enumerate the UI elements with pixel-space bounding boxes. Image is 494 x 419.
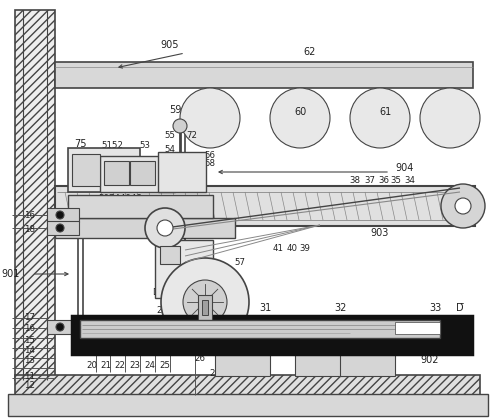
Text: 24: 24 [145,360,156,370]
Text: 50744948: 50744948 [98,194,142,202]
Text: 58: 58 [205,158,215,168]
Text: 30: 30 [222,293,234,303]
Text: 903: 903 [371,228,389,238]
Text: 17: 17 [24,313,35,321]
Text: 60: 60 [294,107,306,117]
Text: A: A [182,238,188,246]
Text: 76 A: 76 A [168,196,188,204]
Circle shape [145,208,185,248]
Text: 28: 28 [157,305,167,315]
Bar [55,218,235,238]
Bar [340,354,395,376]
Text: 40: 40 [287,243,297,253]
Circle shape [180,88,240,148]
Text: 41: 41 [273,243,284,253]
Text: 20: 20 [86,360,97,370]
Circle shape [161,258,249,346]
Circle shape [173,119,187,133]
Text: 55: 55 [165,130,175,140]
Text: 53: 53 [139,140,151,150]
Text: 5152: 5152 [101,140,123,150]
Bar [15,375,480,407]
Text: 901: 901 [1,269,20,279]
Bar [15,10,55,380]
Bar [198,295,212,323]
Text: 75: 75 [74,139,86,149]
Bar [160,246,180,264]
Text: 21: 21 [100,360,112,370]
Bar [68,195,213,218]
Bar [202,300,208,315]
Text: 59: 59 [169,105,181,115]
Circle shape [56,224,64,232]
Bar [55,62,473,88]
Bar [104,161,129,185]
Text: 14: 14 [24,346,35,354]
Bar [130,161,155,185]
Text: 32: 32 [334,303,346,313]
Bar [55,186,475,226]
Bar [395,322,440,334]
Circle shape [56,323,64,331]
Text: 27: 27 [209,368,220,378]
Text: B: B [171,273,178,283]
Text: 34: 34 [405,176,415,184]
Text: 13: 13 [24,355,35,365]
Text: 12: 12 [24,380,35,390]
Text: 36: 36 [378,176,389,184]
Text: 38: 38 [349,176,361,184]
Bar [215,354,270,376]
Text: 11: 11 [24,372,35,380]
Bar [155,240,213,298]
Text: D: D [152,287,158,297]
Text: 902: 902 [421,355,439,365]
Bar [72,316,472,354]
Text: 54: 54 [165,145,175,153]
Bar [80,320,440,338]
Bar [47,221,79,235]
Text: 31: 31 [259,303,271,313]
Bar [68,148,140,192]
Bar [295,354,350,376]
Text: 72: 72 [187,130,198,140]
Bar [72,154,100,186]
Text: 23: 23 [129,360,140,370]
Circle shape [56,211,64,219]
Text: 62: 62 [304,47,316,57]
Bar [47,320,79,334]
Circle shape [350,88,410,148]
Text: 39: 39 [299,243,310,253]
Circle shape [455,198,471,214]
Text: C: C [145,217,151,227]
Text: 29: 29 [170,305,181,315]
Bar [8,394,488,416]
Text: 56: 56 [205,150,215,160]
Text: 37: 37 [365,176,375,184]
Circle shape [157,220,173,236]
Text: 25: 25 [160,360,170,370]
Circle shape [199,296,211,308]
Text: 35: 35 [390,176,402,184]
Text: E: E [215,308,221,316]
Text: D̅: D̅ [456,303,464,313]
Text: 57: 57 [235,258,246,266]
Circle shape [420,88,480,148]
Text: 16: 16 [24,210,35,220]
Bar [158,152,206,192]
Text: 15: 15 [24,336,35,344]
Text: 33: 33 [429,303,441,313]
Text: 61: 61 [379,107,391,117]
Text: 26: 26 [195,354,206,362]
Text: 904: 904 [396,163,414,173]
Text: 16: 16 [24,323,35,333]
Circle shape [441,184,485,228]
Bar [100,156,175,192]
Text: 18: 18 [24,225,35,233]
Text: 905: 905 [161,40,179,50]
Circle shape [183,280,227,324]
Bar [47,208,79,222]
Circle shape [270,88,330,148]
Text: 22: 22 [115,360,125,370]
